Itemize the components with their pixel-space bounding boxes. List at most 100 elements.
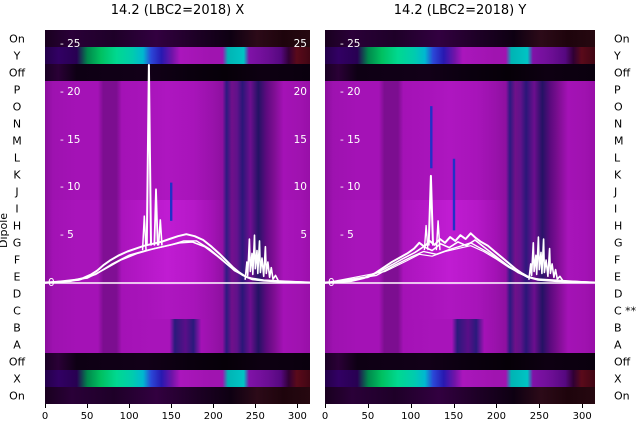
row-label: A — [614, 338, 622, 351]
heatmap-row — [325, 81, 595, 99]
row-label: J — [614, 185, 618, 198]
x-tick-mark — [297, 404, 299, 408]
heatmap-row — [45, 183, 310, 201]
row-label: P — [614, 83, 621, 96]
row-label: I — [614, 202, 618, 215]
panel-y-title: 14.2 (LBC2=2018) Y — [393, 3, 527, 18]
heatmap-row — [45, 217, 310, 235]
overlay-trace — [244, 234, 279, 281]
row-label: H — [12, 219, 22, 232]
x-tick-mark — [410, 404, 412, 408]
heatmap-row — [325, 285, 595, 303]
row-label: H — [614, 219, 623, 232]
overlay-trace — [45, 240, 310, 284]
y-axis-title: Dipole — [0, 212, 11, 249]
row-label: M — [12, 134, 22, 147]
heatmap-row — [45, 132, 310, 150]
x-tick-label: 150 — [161, 411, 181, 422]
row-label: J — [15, 185, 19, 198]
overlay-trace — [528, 236, 564, 281]
heatmap-row — [325, 64, 595, 82]
heatmap-row — [45, 98, 310, 116]
row-label: O — [12, 100, 22, 113]
heatmap-row — [45, 115, 310, 133]
heatmap-row — [325, 302, 595, 320]
row-label: L — [13, 151, 21, 164]
x-tick-mark — [367, 404, 369, 408]
heatmap-row — [45, 319, 310, 337]
heatmap-x — [45, 30, 310, 404]
heatmap-row — [325, 370, 595, 388]
overlay-lines-y — [325, 106, 595, 284]
overlay-trace — [423, 224, 429, 251]
heatmap-row — [45, 81, 310, 99]
x-tick-mark — [453, 404, 455, 408]
row-label: On — [9, 32, 25, 45]
overlay-trace — [153, 188, 159, 246]
row-label: C — [13, 304, 21, 317]
x-tick-mark — [255, 404, 257, 408]
overlay-trace — [145, 64, 152, 246]
x-tick-mark — [582, 404, 584, 408]
overlay-trace — [427, 174, 434, 246]
overlay-trace — [141, 215, 147, 251]
x-tick-label: 0 — [321, 411, 329, 422]
heatmap-row — [45, 268, 310, 286]
row-label: L — [614, 151, 621, 164]
row-label: C ** — [614, 304, 637, 317]
row-label: P — [13, 83, 21, 96]
x-axis-ticks-x: 0 50 100 150 200 250 300 — [41, 404, 310, 438]
row-label: K — [13, 168, 21, 181]
x-tick-mark — [171, 404, 173, 408]
row-label: Off — [8, 66, 26, 79]
x-tick-label: 300 — [287, 411, 307, 422]
heatmap-row — [325, 217, 595, 235]
heatmap-row — [325, 183, 595, 201]
heatmap-row — [325, 30, 595, 48]
x-tick-mark — [496, 404, 498, 408]
heatmap-row — [325, 268, 595, 286]
heatmap-row — [325, 98, 595, 116]
overlay-trace — [325, 245, 595, 284]
heatmap-row — [325, 387, 595, 404]
row-label: F — [614, 253, 621, 266]
x-tick-label: 0 — [41, 411, 49, 422]
right-row-labels: On Y Off P O N M L K J I H G F E D C ** B A Off X On — [610, 0, 640, 440]
row-label: E — [614, 270, 621, 283]
row-label: Off — [614, 66, 631, 79]
x-tick-label: 100 — [119, 411, 139, 422]
heatmap-row — [45, 387, 310, 404]
overlay-trace — [435, 220, 441, 251]
row-label: K — [614, 168, 622, 181]
heatmap-row — [325, 336, 595, 354]
heatmap-row — [45, 30, 310, 48]
x-tick-label: 200 — [486, 411, 506, 422]
x-tick-mark — [129, 404, 131, 408]
x-tick-mark — [87, 404, 89, 408]
row-label: X — [13, 372, 21, 385]
row-label: I — [15, 202, 19, 215]
row-label: Y — [614, 49, 621, 62]
heatmap-row — [325, 166, 595, 184]
overlay-trace — [325, 232, 595, 284]
x-tick-label: 250 — [245, 411, 265, 422]
row-label: On — [614, 389, 630, 402]
x-tick-mark — [325, 404, 326, 408]
x-tick-mark — [213, 404, 215, 408]
x-tick-label: 50 — [361, 411, 375, 422]
row-label: G — [614, 236, 623, 249]
row-label: A — [13, 338, 21, 351]
heatmap-row — [325, 319, 595, 337]
x-axis-ticks-y: 0 50 100 150 200 250 300 — [321, 404, 595, 438]
row-label: N — [12, 117, 22, 130]
overlay-lines-x — [45, 64, 310, 284]
row-label: B — [13, 321, 21, 334]
heatmap-row — [45, 370, 310, 388]
row-label: M — [614, 134, 624, 147]
heatmap-row — [45, 353, 310, 371]
row-label: G — [12, 236, 22, 249]
x-tick-label: 300 — [572, 411, 592, 422]
x-tick-label: 100 — [401, 411, 421, 422]
